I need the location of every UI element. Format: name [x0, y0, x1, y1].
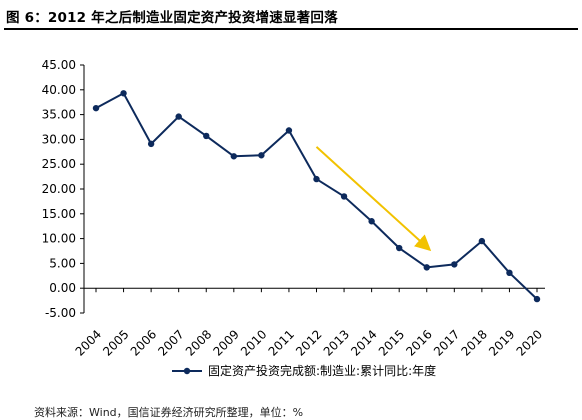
- x-tick-label: 2017: [431, 327, 462, 358]
- data-point: [175, 113, 182, 120]
- source-note: 资料来源：Wind，国信证券经济研究所整理，单位：%: [34, 406, 304, 419]
- x-tick-label: 2013: [321, 327, 352, 358]
- x-tick-label: 2015: [376, 327, 407, 358]
- y-tick-label: 30.00: [42, 132, 76, 146]
- data-point: [120, 90, 127, 97]
- x-tick-label: 2008: [183, 327, 214, 358]
- legend-marker: [183, 367, 191, 375]
- data-point: [478, 237, 486, 245]
- data-point: [92, 104, 100, 112]
- x-tick-label: 2014: [348, 327, 379, 358]
- data-point: [506, 269, 513, 277]
- y-tick-label: 35.00: [42, 108, 76, 122]
- y-tick-label: 45.00: [42, 58, 76, 72]
- series-line: [95, 92, 538, 300]
- x-tick-label: 2019: [486, 327, 517, 358]
- x-tick-label: 2006: [128, 327, 159, 358]
- x-tick-label: 2012: [293, 327, 324, 358]
- trend-arrow: [315, 146, 432, 252]
- legend-label: 固定资产投资完成额:制造业:累计同比:年度: [208, 363, 436, 378]
- x-tick-label: 2010: [238, 327, 269, 358]
- data-point: [368, 218, 375, 225]
- title-divider: [4, 28, 578, 30]
- x-tick-label: 2020: [514, 327, 545, 358]
- data-point: [258, 152, 265, 159]
- y-tick-label: 10.00: [42, 232, 76, 246]
- x-tick-label: 2009: [210, 327, 241, 358]
- data-point: [230, 153, 238, 160]
- x-tick-label: 2005: [100, 327, 131, 358]
- y-tick-label: 15.00: [42, 207, 76, 221]
- x-tick-label: 2016: [403, 327, 434, 358]
- data-point: [203, 132, 210, 140]
- chart-title: 图 6：2012 年之后制造业固定资产投资增速显著回落: [6, 10, 338, 26]
- x-tick-label: 2004: [73, 327, 104, 358]
- y-tick-label: 20.00: [42, 182, 76, 196]
- x-tick-label: 2011: [266, 327, 297, 358]
- x-tick-label: 2018: [458, 327, 489, 358]
- x-tick-label: 2007: [155, 327, 186, 358]
- y-tick-label: -5.00: [45, 306, 76, 320]
- y-tick-label: 5.00: [49, 256, 76, 270]
- data-point: [533, 295, 541, 303]
- y-tick-label: 25.00: [42, 157, 76, 171]
- data-point: [147, 140, 155, 148]
- data-point: [340, 193, 348, 200]
- data-point: [451, 261, 458, 268]
- data-point: [285, 127, 293, 134]
- y-tick-label: 0.00: [49, 281, 76, 295]
- y-tick-label: 40.00: [42, 83, 76, 97]
- data-point: [313, 175, 320, 183]
- data-point: [395, 244, 403, 252]
- data-point: [423, 264, 430, 271]
